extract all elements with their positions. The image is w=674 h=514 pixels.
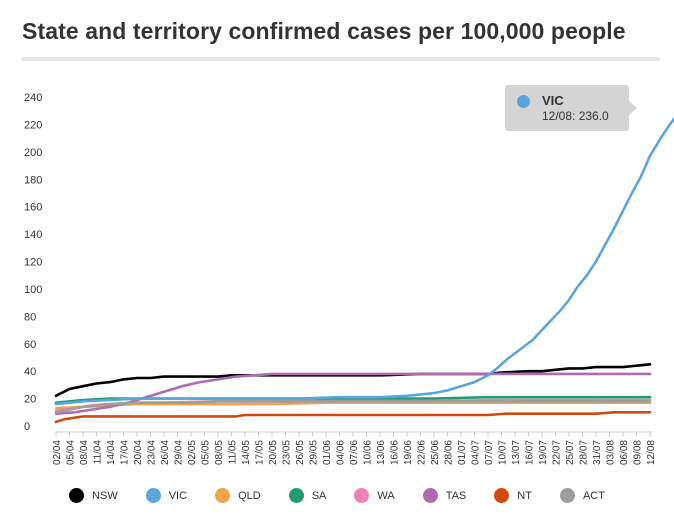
x-tick-label: 26/04 bbox=[160, 440, 171, 465]
y-tick-label: 80 bbox=[24, 311, 36, 323]
legend-item-sa[interactable]: SA bbox=[288, 488, 327, 503]
legend-swatch bbox=[215, 488, 231, 503]
legend-item-act[interactable]: ACT bbox=[559, 488, 605, 503]
x-tick-label: 01/07 bbox=[457, 440, 468, 465]
x-tick-label: 02/05 bbox=[187, 440, 198, 465]
x-tick-label: 07/07 bbox=[484, 440, 495, 465]
x-tick-label: 08/05 bbox=[214, 440, 225, 465]
legend-label: TAS bbox=[445, 489, 467, 502]
x-tick-label: 10/06 bbox=[363, 440, 374, 465]
y-axis: 0 20 40 60 80 100 120 140 160 180 200 220 240 bbox=[24, 92, 42, 433]
x-tick-label: 28/07 bbox=[579, 440, 590, 465]
legend-label: NT bbox=[517, 489, 532, 502]
x-tick-label: 12/08 bbox=[646, 440, 657, 465]
legend-label: WA bbox=[377, 489, 395, 502]
chart-legend: NSW VIC QLD SA WA TAS NT ACT bbox=[0, 488, 674, 503]
x-tick-label: 10/07 bbox=[498, 440, 509, 465]
x-tick-label: 19/06 bbox=[403, 440, 414, 465]
x-tick-label: 17/04 bbox=[120, 440, 131, 465]
series-lines bbox=[54, 108, 674, 424]
legend-item-vic[interactable]: VIC bbox=[145, 488, 188, 503]
x-tick-label: 16/07 bbox=[525, 440, 536, 465]
x-tick-label: 31/07 bbox=[592, 440, 603, 465]
legend-item-nt[interactable]: NT bbox=[494, 488, 532, 503]
x-tick-label: 14/04 bbox=[106, 440, 117, 465]
legend-item-qld[interactable]: QLD bbox=[215, 488, 261, 503]
y-tick-label: 120 bbox=[24, 257, 42, 269]
tooltip-series-name: VIC bbox=[542, 93, 564, 108]
x-tick-label: 02/04 bbox=[52, 440, 63, 465]
y-tick-label: 60 bbox=[24, 339, 36, 351]
legend-label: VIC bbox=[168, 489, 188, 502]
y-tick-label: 180 bbox=[24, 174, 42, 186]
x-tick-label: 20/05 bbox=[268, 440, 279, 465]
legend-label: NSW bbox=[92, 489, 118, 502]
x-tick-label: 06/08 bbox=[619, 440, 630, 465]
chart-title: State and territory confirmed cases per … bbox=[22, 18, 626, 44]
x-tick-label: 14/05 bbox=[241, 440, 252, 465]
x-tick-label: 22/06 bbox=[417, 440, 428, 465]
x-tick-label: 16/06 bbox=[390, 440, 401, 465]
legend-swatch bbox=[559, 488, 575, 503]
legend-item-wa[interactable]: WA bbox=[354, 488, 395, 503]
x-tick-label: 13/06 bbox=[376, 440, 387, 465]
data-tooltip: VIC 12/08: 236.0 bbox=[505, 85, 637, 131]
x-tick-label: 13/07 bbox=[511, 440, 522, 465]
legend-label: SA bbox=[311, 489, 327, 502]
x-axis: 02/04 05/04 08/04 11/04 14/04 17/04 20/04 23/04… bbox=[52, 431, 657, 465]
legend-item-nsw[interactable]: NSW bbox=[69, 488, 118, 503]
tooltip-series-dot bbox=[517, 95, 530, 108]
x-tick-label: 26/05 bbox=[295, 440, 306, 465]
y-tick-label: 160 bbox=[24, 202, 42, 214]
series-line-vic[interactable] bbox=[54, 108, 674, 406]
x-tick-label: 22/07 bbox=[552, 440, 563, 465]
legend-swatch bbox=[288, 488, 304, 503]
x-tick-label: 11/05 bbox=[228, 440, 239, 465]
legend-label: ACT bbox=[582, 489, 605, 502]
legend-swatch bbox=[69, 488, 85, 503]
x-tick-label: 23/04 bbox=[147, 440, 158, 465]
legend-label: QLD bbox=[238, 489, 261, 502]
x-tick-label: 25/07 bbox=[565, 440, 576, 465]
x-tick-label: 04/06 bbox=[336, 440, 347, 465]
x-tick-label: 11/04 bbox=[93, 440, 104, 465]
series-line-nt[interactable] bbox=[54, 410, 652, 424]
legend-swatch bbox=[422, 488, 438, 503]
x-tick-label: 28/06 bbox=[444, 440, 455, 465]
x-tick-label: 01/06 bbox=[322, 440, 333, 465]
x-tick-label: 23/05 bbox=[282, 440, 293, 465]
x-tick-label: 25/06 bbox=[430, 440, 441, 465]
x-tick-label: 04/07 bbox=[471, 440, 482, 465]
x-tick-label: 05/04 bbox=[66, 440, 77, 465]
legend-swatch bbox=[145, 488, 161, 503]
y-tick-label: 140 bbox=[24, 229, 42, 241]
tooltip-value: 12/08: 236.0 bbox=[542, 109, 609, 123]
legend-swatch bbox=[354, 488, 370, 503]
x-tick-label: 03/08 bbox=[606, 440, 617, 465]
x-tick-label: 17/05 bbox=[255, 440, 266, 465]
y-tick-label: 200 bbox=[24, 147, 42, 159]
y-tick-label: 20 bbox=[24, 394, 36, 406]
y-tick-label: 220 bbox=[24, 119, 42, 131]
x-tick-label: 20/04 bbox=[133, 440, 144, 465]
y-tick-label: 100 bbox=[24, 284, 42, 296]
x-tick-label: 05/05 bbox=[201, 440, 212, 465]
legend-item-tas[interactable]: TAS bbox=[422, 488, 467, 503]
x-tick-label: 09/08 bbox=[633, 440, 644, 465]
x-tick-label: 29/04 bbox=[174, 440, 185, 465]
x-tick-label: 29/05 bbox=[309, 440, 320, 465]
series-line-act[interactable] bbox=[54, 399, 652, 414]
title-divider bbox=[22, 57, 660, 61]
x-tick-label: 07/06 bbox=[349, 440, 360, 465]
series-line-nsw[interactable] bbox=[54, 362, 652, 398]
x-tick-label: 19/07 bbox=[538, 440, 549, 465]
legend-swatch bbox=[494, 488, 510, 503]
y-tick-label: 240 bbox=[24, 92, 42, 104]
x-tick-label: 08/04 bbox=[79, 440, 90, 465]
y-tick-label: 40 bbox=[24, 366, 36, 378]
series-line-tas[interactable] bbox=[54, 372, 652, 416]
y-tick-label: 0 bbox=[24, 421, 30, 433]
